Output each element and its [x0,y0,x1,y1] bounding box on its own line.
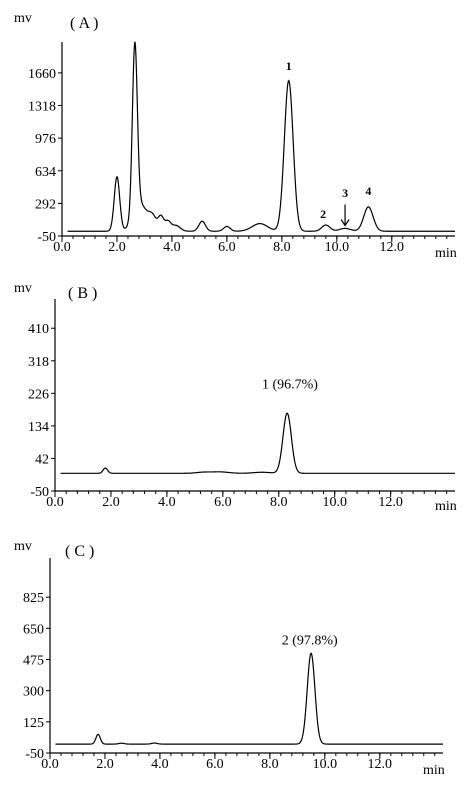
chromatogram-trace [55,652,443,745]
y-axis-label: mv [14,281,32,296]
x-tick-label: 2.0 [96,757,114,772]
peak-label: 1 [286,59,292,73]
chromatogram-trace [60,412,455,474]
y-tick-label: 650 [23,622,44,637]
x-tick-label: 4.0 [163,240,181,255]
y-tick-label: -50 [25,747,44,762]
peak-label: 2 (97.8%) [282,633,338,648]
x-tick-label: 12.0 [368,757,393,772]
panel-b: ( B ) mv min -50 42 134 226 318 410 0.0 2.0 4.0 6.0 8… [14,281,457,514]
x-tick-label: 12.0 [378,495,403,510]
x-tick-label: 2.0 [102,495,120,510]
peak-label: 2 [320,207,326,221]
x-tick-label: 6.0 [218,240,236,255]
x-tick-label: 4.0 [151,757,169,772]
x-tick-label: 10.0 [313,757,338,772]
y-tick-label: 300 [23,685,44,700]
x-tick-label: 8.0 [261,757,279,772]
y-tick-label: 134 [28,420,49,435]
x-tick-label: 4.0 [158,495,176,510]
x-axis-label: min [435,499,457,514]
y-tick-label: 825 [23,591,44,606]
chromatogram-trace [67,41,455,232]
y-axis-label: mv [14,539,32,554]
y-tick-label: 1318 [28,100,56,115]
y-tick-label: 125 [23,716,44,731]
y-tick-label: 42 [35,452,49,467]
x-tick-label: 0.0 [53,240,71,255]
x-tick-label: 6.0 [206,757,224,772]
y-tick-label: 976 [35,132,56,147]
x-tick-label: 10.0 [325,240,350,255]
panel-label: ( A ) [70,15,98,32]
x-tick-label: 8.0 [270,495,288,510]
panel-label: ( B ) [68,285,97,302]
x-tick-label: 10.0 [322,495,347,510]
x-tick-label: 12.0 [380,240,405,255]
y-tick-label: 226 [28,387,49,402]
peak-label: 3 [342,186,348,200]
y-tick-label: -50 [37,230,56,245]
y-axis-label: mv [14,11,32,26]
x-tick-label: 0.0 [46,495,64,510]
panel-label: ( C ) [65,543,94,560]
x-tick-label: 6.0 [214,495,232,510]
x-tick-label: 2.0 [108,240,126,255]
x-tick-label: 0.0 [41,757,59,772]
y-tick-label: 475 [23,654,44,669]
y-tick-label: 292 [35,197,56,212]
x-tick-label: 8.0 [273,240,291,255]
peak-label: 1 (96.7%) [262,377,318,392]
peak-label: 4 [365,184,371,198]
panel-a: ( A ) mv min -50 292 634 976 1318 1660 0.0 2.0 4.0 6… [14,11,457,261]
y-tick-label: 318 [28,355,49,370]
peak-arrow-head [340,219,350,227]
x-axis-label: min [435,246,457,261]
y-tick-label: 1660 [28,67,56,82]
y-tick-label: -50 [30,485,49,500]
x-axis-label: min [423,763,445,778]
y-tick-label: 410 [28,322,49,337]
panel-c: ( C ) mv min -50 125 300 475 650 825 0.0 2.0 4.0 6.0… [14,539,445,778]
y-tick-label: 634 [35,165,56,180]
